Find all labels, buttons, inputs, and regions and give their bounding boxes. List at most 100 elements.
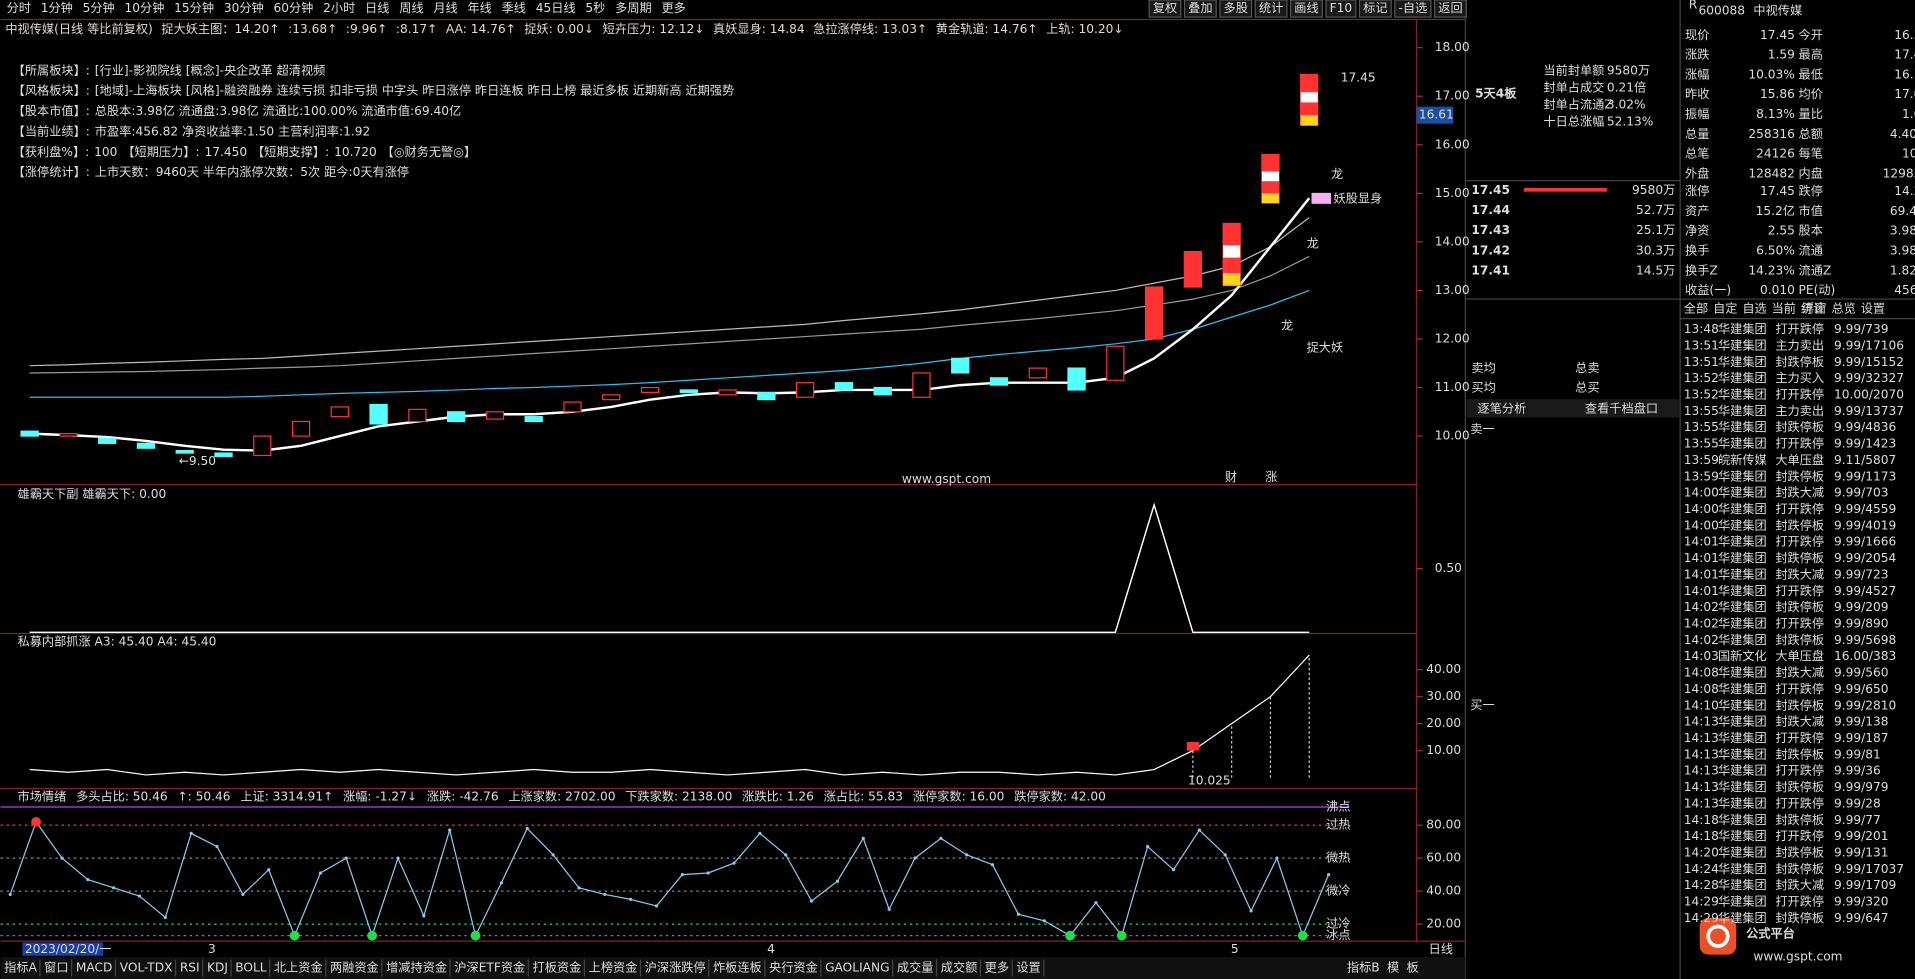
board-label: 当前封单额 bbox=[1543, 62, 1604, 77]
tool-label[interactable]: 返回 bbox=[1438, 1, 1462, 15]
trade-action: 主力卖出 bbox=[1775, 404, 1824, 418]
bottom-tab[interactable]: 成交量 bbox=[897, 960, 934, 975]
tool-button[interactable] bbox=[1254, 0, 1288, 18]
tool-label[interactable]: 统计 bbox=[1259, 1, 1283, 15]
tool-button[interactable] bbox=[1148, 0, 1182, 18]
tool-button[interactable] bbox=[1325, 0, 1357, 18]
period-tab[interactable]: 30分钟 bbox=[224, 0, 264, 15]
trade-name: 华建集团 bbox=[1718, 583, 1767, 598]
period-tab[interactable]: 年线 bbox=[467, 1, 491, 15]
period-tab[interactable]: 日线 bbox=[365, 1, 389, 15]
tool-label[interactable]: 标记 bbox=[1363, 1, 1387, 15]
indicator-point bbox=[137, 894, 142, 898]
bottom-tab[interactable]: 指标B bbox=[1347, 960, 1380, 975]
price-tag bbox=[1416, 106, 1454, 124]
list-tab[interactable]: 全部 bbox=[1684, 300, 1708, 315]
bottom-tab[interactable]: 更多 bbox=[985, 961, 1009, 975]
bottom-tab[interactable]: RSI bbox=[180, 961, 200, 975]
period-tab[interactable]: 5分钟 bbox=[83, 0, 115, 15]
panel-title: 上证: 3314.91↑ bbox=[240, 790, 333, 804]
trade-value: 9.99/1666 bbox=[1834, 535, 1896, 549]
period-tab[interactable]: 2小时 bbox=[323, 1, 355, 15]
period-tab[interactable]: 多周期 bbox=[615, 1, 652, 15]
period-tab[interactable]: 月线 bbox=[433, 1, 457, 15]
bottom-tab[interactable]: 窗口 bbox=[44, 961, 68, 975]
bottom-tab[interactable]: 沪深ETF资金 bbox=[454, 960, 525, 975]
tool-label[interactable]: 叠加 bbox=[1188, 1, 1212, 15]
ma-line bbox=[29, 255, 1310, 374]
info-text: 【短期支撑】: bbox=[252, 144, 329, 159]
period-tab[interactable]: 分时 bbox=[7, 1, 31, 15]
tool-button[interactable] bbox=[1289, 0, 1323, 18]
list-tab[interactable]: 总览 bbox=[1831, 300, 1855, 315]
level-label: 过热 bbox=[1326, 818, 1350, 832]
bottom-tab[interactable]: 上榜资金 bbox=[589, 960, 638, 975]
tool-button[interactable] bbox=[1358, 0, 1392, 18]
panel-title: 跌停家数: 42.00 bbox=[1014, 789, 1106, 804]
annotation: 涨 bbox=[1265, 469, 1277, 484]
bottom-tab[interactable]: BOLL bbox=[235, 961, 267, 975]
quote-label: 总笔 bbox=[1685, 146, 1709, 161]
y-tick-label: 10.00 bbox=[1426, 743, 1461, 757]
period-tab[interactable]: 15分钟 bbox=[174, 0, 214, 15]
trade-time: 13:55 bbox=[1684, 420, 1719, 434]
book-button[interactable]: 查看千档盘口 bbox=[1585, 400, 1658, 415]
list-tab[interactable]: 当前 bbox=[1772, 300, 1796, 315]
tool-label[interactable]: -自选 bbox=[1398, 1, 1427, 15]
bottom-tab[interactable]: 央行资金 bbox=[769, 960, 818, 975]
title-item: 中视传媒(日线 等比前复权) bbox=[5, 21, 152, 36]
candle bbox=[718, 389, 737, 396]
info-text: 【短期压力】: bbox=[122, 145, 199, 159]
period-tab[interactable]: 周线 bbox=[399, 1, 423, 15]
bottom-tab[interactable]: 打板资金 bbox=[533, 960, 582, 975]
list-tab[interactable]: 自选 bbox=[1742, 301, 1766, 315]
tool-button[interactable] bbox=[1183, 0, 1217, 18]
bottom-tab[interactable]: VOL-TDX bbox=[120, 961, 173, 975]
x-date: 2023/02/20/一 bbox=[25, 942, 112, 956]
bottom-tab[interactable]: 炸板连板 bbox=[713, 960, 762, 975]
book-button[interactable]: 逐笔分析 bbox=[1478, 400, 1527, 415]
list-tab[interactable]: 设置 bbox=[1861, 301, 1885, 315]
list-tab[interactable]: 浮窗 bbox=[1802, 301, 1826, 315]
list-tab[interactable]: 自定 bbox=[1713, 300, 1737, 315]
tool-button[interactable] bbox=[1394, 0, 1432, 18]
period-tab[interactable]: 10分钟 bbox=[125, 0, 165, 15]
bottom-tab[interactable]: 指标A bbox=[4, 960, 37, 975]
book-label: 卖一 bbox=[1470, 422, 1494, 436]
bottom-tab[interactable]: 北上资金 bbox=[274, 960, 323, 975]
bottom-tab[interactable]: 成交额 bbox=[941, 960, 978, 975]
quote-label: 内盘 bbox=[1799, 165, 1823, 180]
quote-value: 456.0 bbox=[1894, 283, 1915, 297]
bottom-tab[interactable]: GAOLIANG bbox=[825, 961, 889, 975]
bottom-tab[interactable]: 设置 bbox=[1016, 961, 1040, 975]
bottom-tab[interactable]: KDJ bbox=[207, 961, 228, 975]
panel-title: ↑: 50.46 bbox=[177, 790, 230, 804]
tool-label[interactable]: 画线 bbox=[1294, 1, 1318, 15]
trade-value: 9.11/5807 bbox=[1834, 453, 1896, 467]
tool-button[interactable] bbox=[1219, 0, 1253, 18]
period-tab[interactable]: 1分钟 bbox=[41, 0, 73, 15]
tool-label[interactable]: 复权 bbox=[1153, 1, 1177, 15]
indicator-point bbox=[470, 930, 481, 941]
tool-label[interactable]: F10 bbox=[1330, 1, 1353, 15]
bottom-tab[interactable]: MACD bbox=[76, 961, 113, 975]
ma-line bbox=[29, 289, 1310, 398]
list-tab[interactable]: 统计 bbox=[1801, 301, 1825, 315]
bottom-tab[interactable]: 沪深涨跌停 bbox=[645, 960, 706, 975]
tool-button[interactable] bbox=[1433, 0, 1467, 18]
indicator-point bbox=[318, 871, 323, 875]
period-tab[interactable]: 季线 bbox=[502, 1, 526, 15]
bottom-tab[interactable]: 模 bbox=[1387, 961, 1399, 975]
bottom-tab[interactable]: 增减持资金 bbox=[386, 960, 447, 975]
bottom-tab[interactable]: 板 bbox=[1406, 961, 1418, 975]
period-tab[interactable]: 更多 bbox=[661, 1, 685, 15]
candle bbox=[1028, 367, 1047, 379]
tool-label[interactable]: 多股 bbox=[1224, 1, 1248, 15]
period-tab[interactable]: 5秒 bbox=[585, 1, 605, 15]
period-tab[interactable]: 60分钟 bbox=[273, 0, 313, 15]
streak: 5天4板 bbox=[1475, 85, 1517, 100]
bottom-tab[interactable]: 两融资金 bbox=[330, 960, 379, 975]
period-tab[interactable]: 45日线 bbox=[536, 1, 576, 15]
info-text: 【股本市值】: bbox=[13, 103, 90, 118]
trade-time: 14:10 bbox=[1684, 698, 1719, 712]
